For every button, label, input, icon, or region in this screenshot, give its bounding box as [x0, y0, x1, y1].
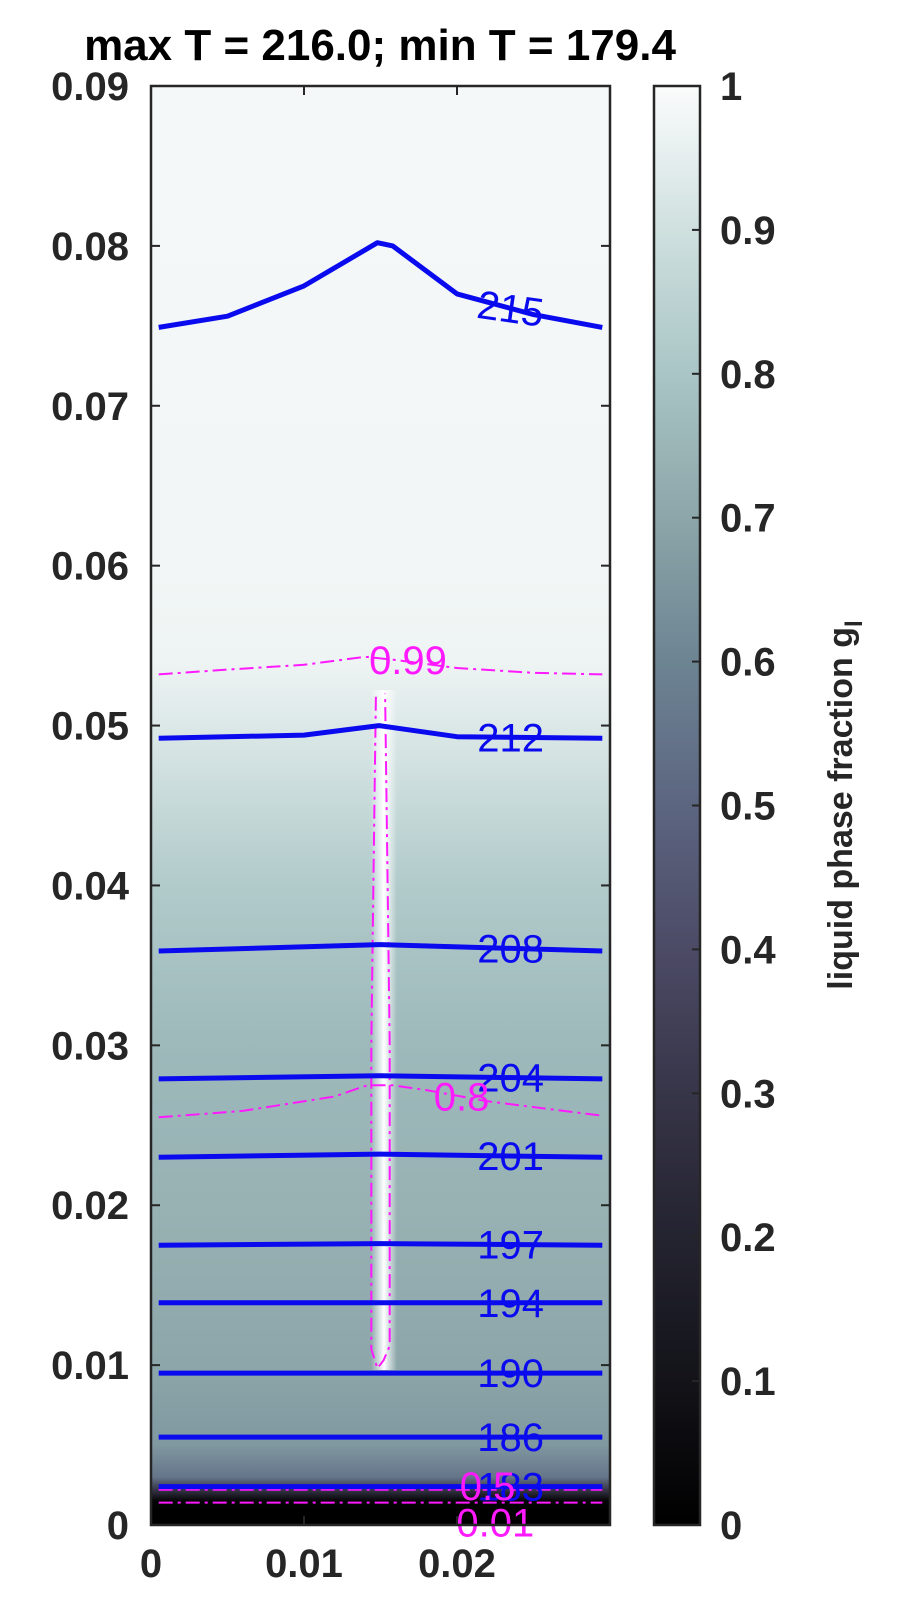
- y-tick-label: 0.04: [51, 864, 130, 908]
- x-tick-label: 0.01: [265, 1542, 343, 1586]
- colorbar-tick-label: 0: [720, 1504, 742, 1548]
- y-tick-label: 0: [107, 1504, 129, 1548]
- temperature-contour-line: [158, 1241, 603, 1248]
- temperature-contour-label: 186: [477, 1416, 544, 1460]
- temperature-contour-label: 208: [477, 927, 544, 971]
- colorbar-label-subscript: l: [841, 620, 868, 627]
- colorbar-tick-label: 0.1: [720, 1360, 776, 1404]
- y-axis: 0 0.01 0.02 0.03 0.04 0.05 0.06 0.07 0.08 0.09: [51, 65, 610, 1548]
- colorbar-label: liquid phase fraction gl: [822, 620, 868, 989]
- temperature-contour-label: 197: [477, 1224, 544, 1268]
- phase-fraction-contour-line: [158, 1084, 603, 1119]
- y-tick-label: 0.07: [51, 385, 129, 429]
- phase-fraction-contour-label: 0.8: [434, 1075, 490, 1119]
- y-tick-label: 0.02: [51, 1184, 129, 1228]
- contour-labels: 215 212 208 204 201 197 194 190 186 183 0.99 0.8 0.5…: [369, 283, 547, 1546]
- temperature-contour-label: 204: [477, 1057, 544, 1101]
- colorbar-tick-label: 0.6: [720, 641, 776, 685]
- phase-fraction-contours: [158, 655, 603, 1504]
- colorbar-tick-label: 1: [720, 65, 742, 109]
- temperature-contour-label: 212: [477, 716, 544, 760]
- temperature-contour-line: [158, 1073, 603, 1082]
- y-tick-label: 0.03: [51, 1024, 129, 1068]
- y-tick-label: 0.08: [51, 225, 129, 269]
- colorbar-ticks: 0 0.1 0.2 0.3 0.4 0.5 0.6 0.7 0.8 0.9 1: [692, 65, 776, 1548]
- phase-fraction-contour-label: 0.5: [460, 1465, 516, 1509]
- colorbar-tick-label: 0.9: [720, 209, 776, 253]
- temperature-contour-line: [158, 942, 603, 954]
- temperature-contour-line: [158, 240, 603, 330]
- colorbar-tick-label: 0.4: [720, 928, 776, 972]
- chart-title: max T = 216.0; min T = 179.4: [84, 21, 676, 70]
- plot-frame: [149, 84, 612, 1527]
- temperature-contours: [158, 240, 603, 1490]
- colorbar-tick-label: 0.2: [720, 1216, 776, 1260]
- colorbar-tick-label: 0.7: [720, 497, 776, 541]
- phase-fraction-contour-line: [370, 693, 391, 1371]
- colorbar-tick-label: 0.8: [720, 353, 776, 397]
- liquid-channel: [371, 690, 397, 1370]
- temperature-contour-label: 201: [477, 1135, 544, 1179]
- colorbar-tick-label: 0.5: [720, 785, 776, 829]
- phase-fraction-contour-label: 0.99: [369, 639, 447, 683]
- y-tick-label: 0.06: [51, 545, 129, 589]
- plot-area: 215 212 208 204 201 197 194 190 186 183 0.99 0.8 0.5…: [51, 65, 612, 1586]
- colorbar: 0 0.1 0.2 0.3 0.4 0.5 0.6 0.7 0.8 0.9 1 liquid pha…: [652, 65, 868, 1548]
- x-tick-label: 0: [140, 1542, 162, 1586]
- y-tick-label: 0.05: [51, 705, 129, 749]
- temperature-contour-line: [158, 723, 603, 741]
- temperature-contour-label: 194: [477, 1282, 544, 1326]
- phase-fraction-contour-label: 0.01: [456, 1502, 534, 1546]
- y-tick-label: 0.09: [51, 65, 129, 109]
- temperature-contour-label: 183: [477, 1466, 544, 1510]
- temperature-contour-label: 215: [474, 283, 546, 336]
- colorbar-tick-label: 0.3: [720, 1072, 776, 1116]
- temperature-contour-line: [158, 1151, 603, 1160]
- phase-fraction-contour-line: [158, 655, 603, 676]
- y-tick-label: 0.01: [51, 1344, 129, 1388]
- x-tick-label: 0.02: [418, 1542, 496, 1586]
- temperature-contour-label: 190: [477, 1352, 544, 1396]
- colorbar-label-main: liquid phase fraction g: [822, 627, 860, 990]
- x-axis: 0 0.01 0.02: [140, 86, 496, 1586]
